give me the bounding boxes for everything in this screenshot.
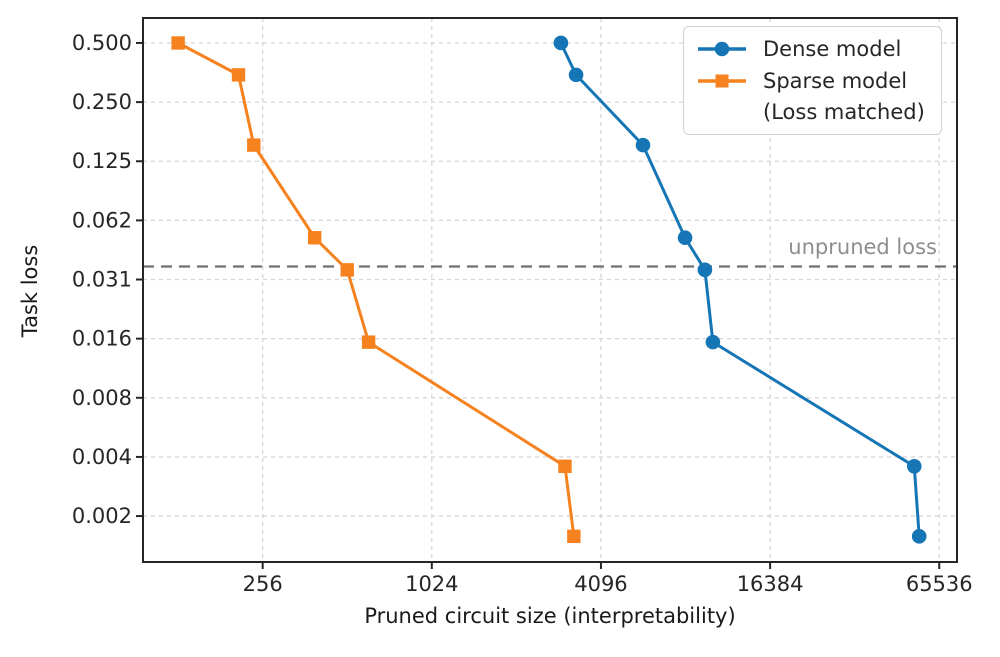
y-tick-label: 0.250 <box>72 90 132 114</box>
y-tick-label: 0.125 <box>72 149 132 173</box>
x-tick-label: 256 <box>243 572 283 596</box>
sparse-model-point <box>558 459 572 473</box>
dense-model-point <box>568 67 584 83</box>
y-tick-label: 0.500 <box>72 31 132 55</box>
plot-border <box>142 17 958 563</box>
sparse-model-line <box>177 41 576 537</box>
legend-label-sparse: Sparse model <box>763 68 908 93</box>
y-tick-label: 0.031 <box>72 268 132 292</box>
dense-model-point <box>677 230 693 246</box>
sparse-model-point <box>307 231 322 245</box>
dense-model-point <box>635 137 651 153</box>
sparse-model-point <box>247 138 261 152</box>
x-tick-label: 4096 <box>574 572 627 596</box>
dense-model-point <box>697 262 713 278</box>
legend-item-sparse: Sparse model <box>696 66 929 96</box>
sparse-model-line-square-icon <box>698 74 746 87</box>
legend: Dense model Sparse model (Loss matched) <box>683 26 942 135</box>
y-axis-title: Task loss <box>18 244 42 338</box>
x-tick-label: 16384 <box>737 572 804 596</box>
legend-label-sparse-cont: (Loss matched) <box>763 100 925 125</box>
y-tick-label: 0.008 <box>72 386 132 410</box>
dense-model-point <box>553 35 569 51</box>
sparse-model-point <box>340 263 354 277</box>
x-tick-label: 1024 <box>405 572 458 596</box>
legend-item-dense: Dense model <box>696 34 929 64</box>
x-axis-title: Pruned circuit size (interpretability) <box>364 604 736 628</box>
unpruned-loss-label: unpruned loss <box>788 235 937 259</box>
sparse-model-point <box>231 68 246 82</box>
y-tick-label: 0.062 <box>72 208 132 232</box>
dense-model-line-circle-icon <box>698 41 746 56</box>
dense-model-line <box>559 42 921 537</box>
y-tick-label: 0.004 <box>72 445 132 469</box>
sparse-model-point <box>171 36 185 50</box>
y-tick-label: 0.016 <box>72 327 132 351</box>
dense-model-point <box>906 458 922 474</box>
sparse-model-point <box>361 335 376 349</box>
y-tick-label: 0.002 <box>72 504 132 528</box>
legend-item-sparse-line2: (Loss matched) <box>696 97 929 127</box>
legend-label-dense: Dense model <box>763 36 902 61</box>
sparse-model-point <box>567 529 581 544</box>
dense-model-point <box>911 529 927 544</box>
dense-model-point <box>705 334 721 350</box>
x-tick-label: 65536 <box>906 572 973 596</box>
